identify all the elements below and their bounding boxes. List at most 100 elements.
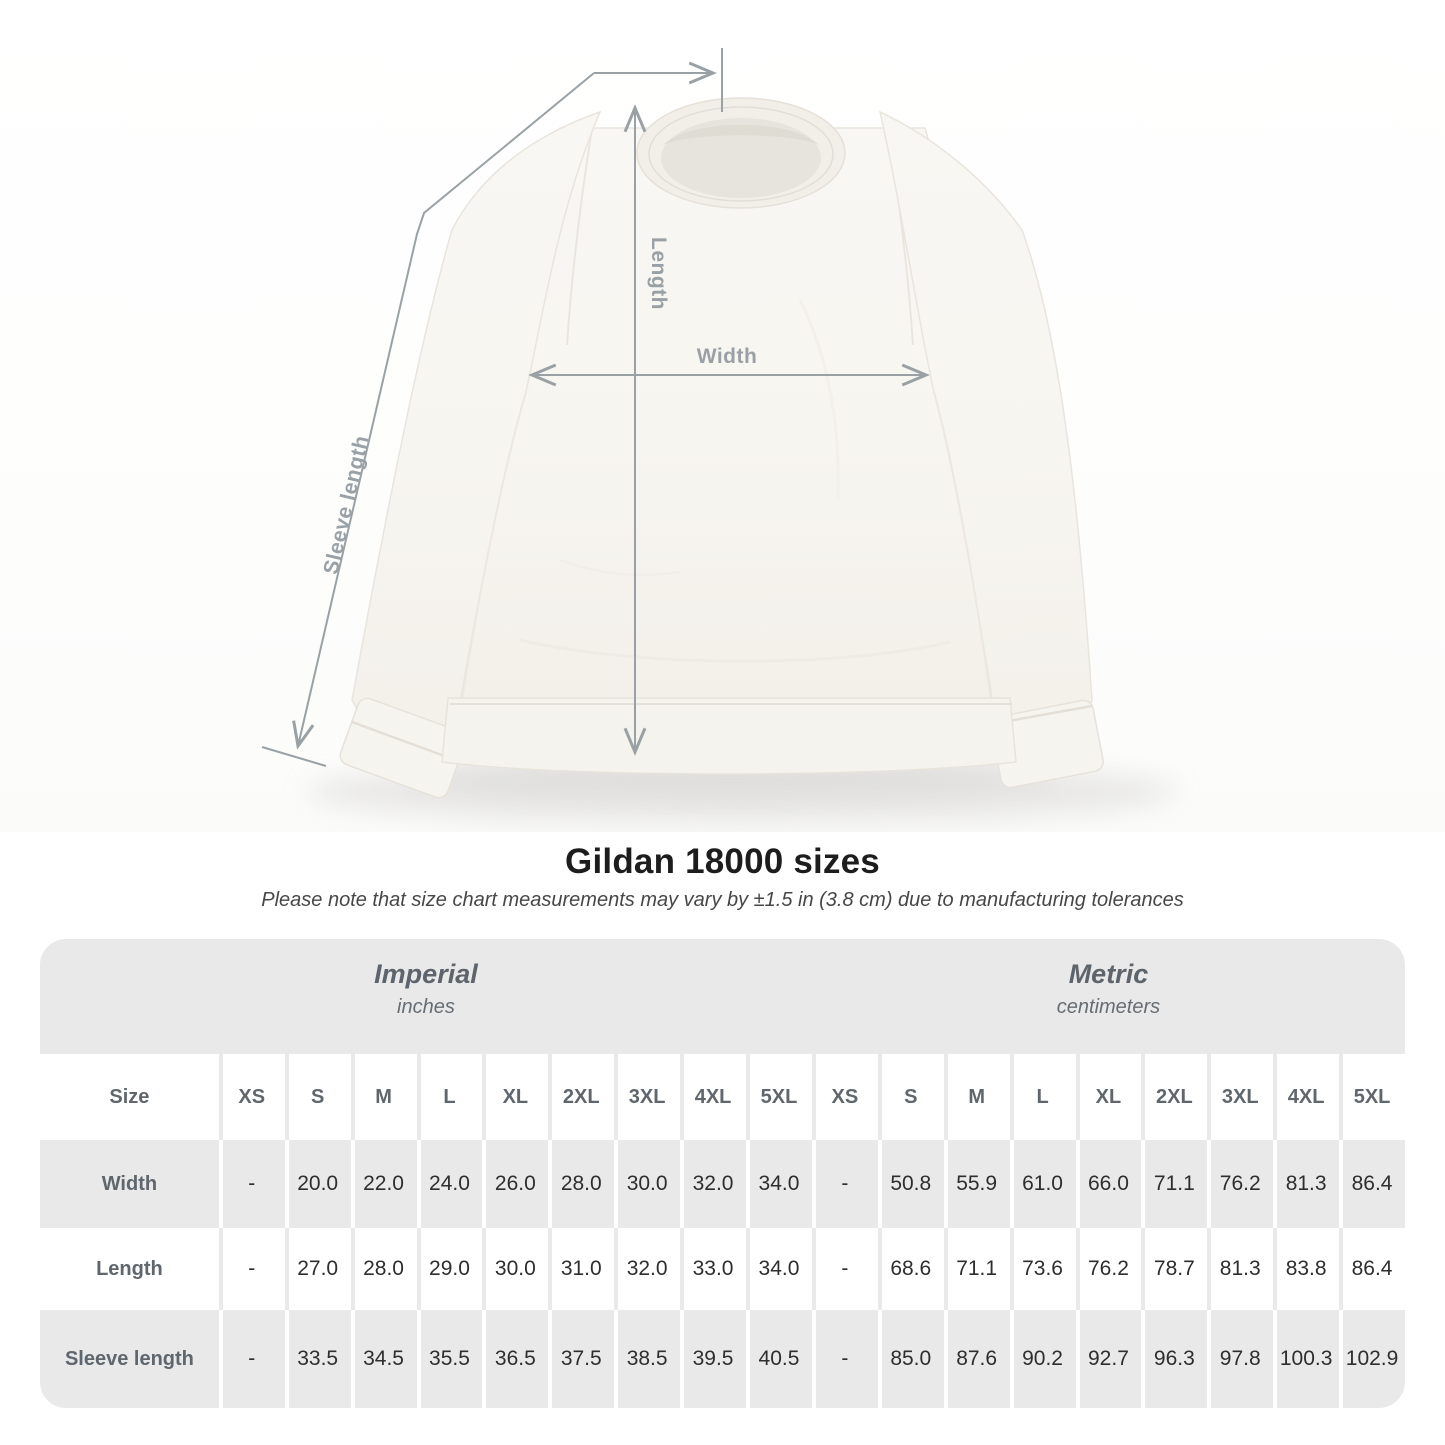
measurement-value: - bbox=[219, 1310, 285, 1408]
measurement-value: 102.9 bbox=[1339, 1310, 1405, 1408]
measurement-value: - bbox=[812, 1228, 878, 1310]
measurement-value: 81.3 bbox=[1273, 1140, 1339, 1228]
measurement-value: 86.4 bbox=[1339, 1140, 1405, 1228]
measurement-value: 29.0 bbox=[417, 1228, 483, 1310]
measurement-value: 33.5 bbox=[285, 1310, 351, 1408]
measurement-value: 28.0 bbox=[351, 1228, 417, 1310]
measurement-value: 40.5 bbox=[746, 1310, 812, 1408]
metric-unit-label: centimeters bbox=[1056, 996, 1161, 1018]
measurement-value: 100.3 bbox=[1273, 1310, 1339, 1408]
size-column-header: L bbox=[1010, 1054, 1076, 1140]
measurement-value: 39.5 bbox=[680, 1310, 746, 1408]
imperial-label: Imperial bbox=[374, 959, 478, 989]
measurement-value: 71.1 bbox=[1141, 1140, 1207, 1228]
measurement-value: 83.8 bbox=[1273, 1228, 1339, 1310]
length-measure-label: Length bbox=[647, 237, 670, 310]
measurement-value: 66.0 bbox=[1076, 1140, 1142, 1228]
measurement-value: 73.6 bbox=[1010, 1228, 1076, 1310]
measurement-value: 27.0 bbox=[285, 1228, 351, 1310]
size-column-header: 3XL bbox=[614, 1054, 680, 1140]
metric-section-header: Metric centimeters bbox=[812, 939, 1405, 1054]
hem-band bbox=[441, 697, 1017, 775]
measurement-value: 81.3 bbox=[1207, 1228, 1273, 1310]
size-column-header: M bbox=[351, 1054, 417, 1140]
measurement-value: 34.0 bbox=[746, 1140, 812, 1228]
measurement-value: 33.0 bbox=[680, 1228, 746, 1310]
collar bbox=[636, 97, 846, 209]
measurement-value: 92.7 bbox=[1076, 1310, 1142, 1408]
measurement-value: 30.0 bbox=[614, 1140, 680, 1228]
size-column-header: XL bbox=[1076, 1054, 1142, 1140]
row-label: Sleeve length bbox=[64, 1347, 194, 1370]
measurement-row: Length -27.0 28.0 29.0 30.0 31.0 32.0 33.0 34.0-… bbox=[40, 1228, 1405, 1310]
left-cuff bbox=[339, 697, 467, 799]
size-column-header: 2XL bbox=[548, 1054, 614, 1140]
product-photo: Length Width Sleeve length bbox=[0, 0, 1445, 832]
imperial-section-header: Imperial inches bbox=[40, 939, 812, 1054]
size-column-header: S bbox=[285, 1054, 351, 1140]
measurement-value: 32.0 bbox=[680, 1140, 746, 1228]
row-label: Length bbox=[96, 1257, 163, 1280]
measurement-value: - bbox=[812, 1140, 878, 1228]
measurement-value: - bbox=[812, 1310, 878, 1408]
metric-label: Metric bbox=[1068, 959, 1149, 989]
measurement-value: 34.5 bbox=[351, 1310, 417, 1408]
measurement-value: 34.0 bbox=[746, 1228, 812, 1310]
measurement-value: 61.0 bbox=[1010, 1140, 1076, 1228]
size-column-header: 4XL bbox=[1273, 1054, 1339, 1140]
measurement-value: 28.0 bbox=[548, 1140, 614, 1228]
size-column-header: XS bbox=[812, 1054, 878, 1140]
measurement-value: 38.5 bbox=[614, 1310, 680, 1408]
size-column-title: Size bbox=[109, 1085, 150, 1108]
size-column-header: M bbox=[944, 1054, 1010, 1140]
measurement-value: 30.0 bbox=[482, 1228, 548, 1310]
measurement-value: 20.0 bbox=[285, 1140, 351, 1228]
measurement-value: 90.2 bbox=[1010, 1310, 1076, 1408]
measurement-value: 97.8 bbox=[1207, 1310, 1273, 1408]
sleeve-length-arrow bbox=[298, 72, 595, 746]
measurement-value: 76.2 bbox=[1076, 1228, 1142, 1310]
measurement-value: 37.5 bbox=[548, 1310, 614, 1408]
measurement-value: 87.6 bbox=[944, 1310, 1010, 1408]
measurement-value: - bbox=[219, 1228, 285, 1310]
size-column-header: XS bbox=[219, 1054, 285, 1140]
measurement-value: 32.0 bbox=[614, 1228, 680, 1310]
measurement-value: 86.4 bbox=[1339, 1228, 1405, 1310]
size-column-header: L bbox=[417, 1054, 483, 1140]
measurement-value: 78.7 bbox=[1141, 1228, 1207, 1310]
measurement-value: 76.2 bbox=[1207, 1140, 1273, 1228]
measurement-value: 96.3 bbox=[1141, 1310, 1207, 1408]
width-measure-label: Width bbox=[696, 345, 758, 368]
measurement-row: Sleeve length -33.5 34.5 35.5 36.5 37.5 38.5 39… bbox=[40, 1310, 1405, 1408]
size-column-header: 5XL bbox=[746, 1054, 812, 1140]
size-column-header: 4XL bbox=[680, 1054, 746, 1140]
measurement-value: 68.6 bbox=[878, 1228, 944, 1310]
sleeve-end-tick bbox=[261, 746, 327, 767]
imperial-unit-label: inches bbox=[397, 996, 455, 1018]
measurement-value: 31.0 bbox=[548, 1228, 614, 1310]
measurement-value: - bbox=[219, 1140, 285, 1228]
size-column-header: 2XL bbox=[1141, 1054, 1207, 1140]
size-table-rows: Size XS S M L XL 2XL 3XL 4XL 5XL XS S M L XL 2XL 3XL 4XL 5… bbox=[40, 1054, 1405, 1408]
left-sleeve bbox=[339, 110, 602, 799]
measurement-value: 24.0 bbox=[417, 1140, 483, 1228]
size-column-header: 5XL bbox=[1339, 1054, 1405, 1140]
measurement-row: Width -20.0 22.0 24.0 26.0 28.0 30.0 32.0 34.0-5… bbox=[40, 1140, 1405, 1228]
unit-header-band: Imperial inches Metric centimeters bbox=[40, 939, 1405, 1054]
size-column-header: 3XL bbox=[1207, 1054, 1273, 1140]
measurement-value: 50.8 bbox=[878, 1140, 944, 1228]
page-title: Gildan 18000 sizes bbox=[565, 842, 880, 881]
measurement-value: 26.0 bbox=[482, 1140, 548, 1228]
measurement-value: 55.9 bbox=[944, 1140, 1010, 1228]
tolerance-note: Please note that size chart measurements… bbox=[261, 889, 1184, 911]
measurement-value: 85.0 bbox=[878, 1310, 944, 1408]
measurement-value: 71.1 bbox=[944, 1228, 1010, 1310]
row-label: Width bbox=[101, 1172, 158, 1195]
measurement-value: 36.5 bbox=[482, 1310, 548, 1408]
size-column-header: S bbox=[878, 1054, 944, 1140]
sweatshirt-illustration bbox=[261, 48, 1177, 824]
measurement-value: 22.0 bbox=[351, 1140, 417, 1228]
measurement-value: 35.5 bbox=[417, 1310, 483, 1408]
size-header-row: Size XS S M L XL 2XL 3XL 4XL 5XL XS S M L XL 2XL 3XL 4XL 5… bbox=[40, 1054, 1405, 1140]
